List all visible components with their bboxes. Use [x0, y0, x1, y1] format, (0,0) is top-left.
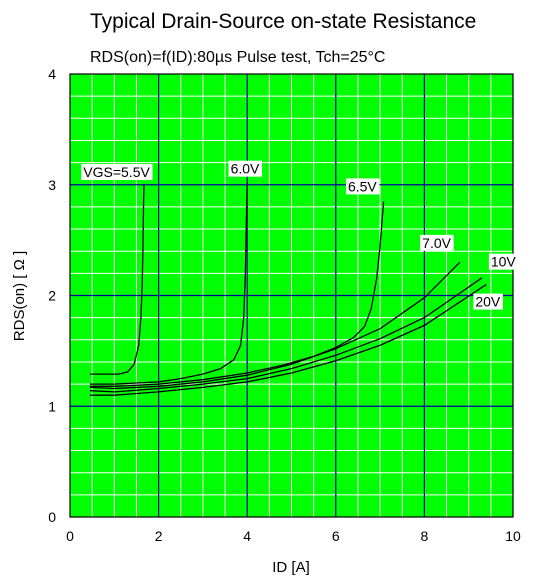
curves [89, 182, 487, 396]
curve-label: 7.0V [422, 235, 451, 251]
curve-label: VGS=5.5V [83, 164, 150, 180]
x-tick-label: 6 [332, 528, 340, 544]
y-tick-label: 4 [48, 66, 56, 82]
chart-subtitle: RDS(on)=f(ID):80µs Pulse test, Tch=25°C [90, 49, 385, 66]
curve-label-background [81, 163, 153, 180]
curve-label-background [488, 253, 519, 270]
curve-label-background [228, 160, 263, 177]
x-tick-label: 10 [505, 528, 521, 544]
curve-labels: VGS=5.5V 6.0V 6.5V 7.0V 10V 20V [81, 160, 519, 310]
curve-label-background [345, 178, 380, 195]
y-axis: 0 1 2 3 4 [48, 66, 56, 525]
x-tick-label: 8 [421, 528, 429, 544]
curve-label: 20V [475, 294, 501, 310]
y-tick-label: 2 [48, 288, 56, 304]
x-axis: 0 2 4 6 8 10 [66, 528, 521, 544]
curve-10v [89, 277, 483, 393]
curve-6-0v [89, 182, 248, 385]
grid [70, 74, 513, 517]
chart-title: Typical Drain-Source on-state Resistance [90, 10, 476, 33]
x-tick-label: 2 [155, 528, 163, 544]
x-axis-label: ID [A] [272, 559, 310, 576]
curve-label: 10V [491, 254, 517, 270]
curve-label: 6.0V [231, 161, 260, 177]
y-tick-label: 3 [48, 177, 56, 193]
curve-label: 6.5V [348, 178, 377, 194]
curve-20v [89, 283, 487, 396]
curve-label-background [420, 234, 454, 251]
y-tick-label: 1 [48, 398, 56, 414]
curve-7-0v [89, 261, 461, 390]
plot-border [69, 73, 514, 518]
x-tick-label: 4 [243, 528, 251, 544]
curve-label-background [473, 293, 503, 310]
y-tick-label: 0 [48, 509, 56, 525]
curve-6-5v [89, 201, 385, 387]
x-tick-label: 0 [66, 528, 74, 544]
y-axis-label: RDS(on) [ Ω ] [11, 251, 28, 341]
curve-vgs-5-5v [89, 184, 145, 375]
